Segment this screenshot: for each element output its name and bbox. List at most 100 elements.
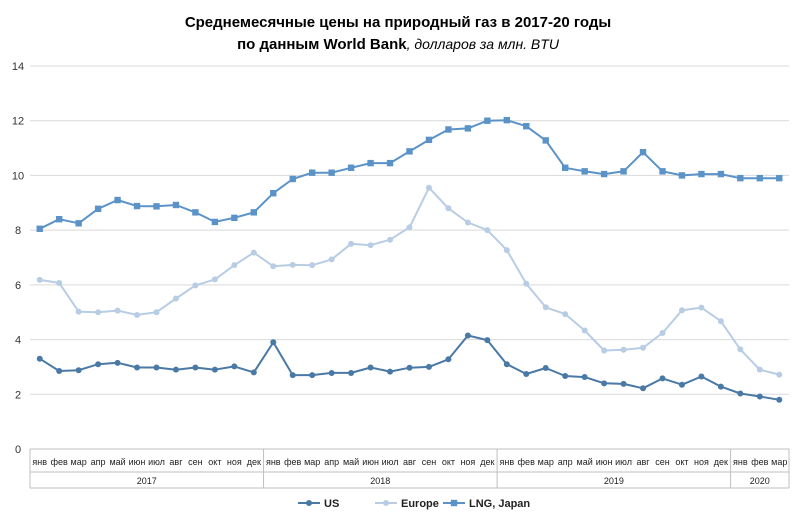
y-axis: 0 2 4 6 8 10 12 14	[12, 61, 24, 456]
data-point	[406, 224, 413, 231]
x-tick-label: май	[109, 457, 125, 467]
data-point	[562, 311, 569, 318]
data-point	[523, 371, 530, 378]
data-point	[328, 369, 335, 376]
data-point	[737, 346, 744, 353]
data-point	[270, 339, 277, 346]
x-tick-label: ноя	[694, 457, 709, 467]
data-point	[484, 337, 491, 344]
data-point	[211, 218, 219, 226]
data-point	[172, 201, 180, 209]
data-point	[542, 304, 549, 311]
x-axis: янв фев мар апр май июн июл авг сен окт ноя дек янв ф…	[29, 448, 790, 489]
data-point	[94, 205, 102, 213]
series	[36, 116, 783, 232]
legend-marker	[450, 499, 458, 507]
data-point	[231, 214, 238, 222]
chart-subtitle-source: по данным World Bank	[237, 36, 407, 53]
data-point	[289, 261, 296, 268]
data-point	[270, 190, 277, 197]
data-point	[153, 364, 160, 371]
legend-label: US	[324, 498, 339, 510]
data-point	[523, 280, 530, 287]
data-point	[601, 380, 608, 387]
y-tick-label: 2	[15, 389, 21, 401]
x-tick-label: окт	[675, 457, 688, 467]
data-point	[776, 396, 783, 403]
data-point	[562, 372, 569, 379]
data-point	[445, 126, 452, 133]
x-tick-label: окт	[442, 457, 455, 467]
data-point	[445, 356, 452, 363]
data-point	[348, 369, 355, 376]
data-point	[425, 363, 432, 370]
data-point	[153, 309, 160, 316]
x-tick-label: июн	[596, 457, 613, 467]
data-point	[75, 220, 82, 227]
data-point	[561, 164, 569, 171]
data-point	[250, 249, 257, 256]
x-tick-label: дек	[247, 457, 261, 467]
data-point	[717, 318, 724, 325]
data-point	[387, 236, 394, 243]
data-point	[172, 295, 179, 302]
data-point	[581, 327, 588, 334]
data-point	[425, 184, 432, 191]
data-point	[698, 373, 705, 380]
data-point	[464, 125, 472, 132]
x-tick-label: июн	[129, 457, 146, 467]
data-point	[737, 174, 744, 182]
data-point	[756, 393, 763, 400]
x-tick-label: окт	[208, 457, 221, 467]
data-point	[425, 136, 433, 144]
data-point	[231, 262, 238, 269]
data-point	[153, 203, 160, 210]
legend-marker	[306, 500, 312, 506]
x-tick-label: май	[343, 457, 359, 467]
legend-item: US	[298, 498, 339, 510]
data-point	[776, 174, 783, 182]
data-point	[114, 196, 121, 204]
data-point	[328, 256, 335, 263]
data-point	[503, 247, 510, 254]
year-label: 2018	[370, 476, 390, 486]
data-point	[75, 367, 82, 374]
data-point	[192, 282, 199, 289]
data-point	[406, 148, 413, 155]
data-point	[581, 374, 588, 381]
x-tick-label: фев	[284, 457, 301, 467]
x-tick-label: июл	[382, 457, 399, 467]
x-tick-label: май	[577, 457, 593, 467]
x-tick-label: янв	[32, 457, 47, 467]
data-point	[659, 375, 666, 382]
data-point	[231, 363, 238, 370]
x-tick-label: янв	[499, 457, 514, 467]
chart-subtitle-units: , долларов за млн. BTU	[407, 36, 560, 52]
y-tick-label: 0	[15, 444, 21, 456]
x-tick-label: мар	[71, 457, 87, 467]
x-tick-label: мар	[304, 457, 320, 467]
data-point	[95, 309, 102, 316]
data-point	[211, 276, 218, 283]
data-point	[134, 364, 141, 371]
data-point	[367, 159, 374, 167]
series	[36, 184, 783, 378]
x-tick-label: ноя	[227, 457, 242, 467]
x-tick-label: мар	[771, 457, 787, 467]
data-point	[542, 365, 549, 372]
data-point	[620, 168, 627, 175]
data-point	[348, 240, 355, 247]
data-point	[367, 364, 374, 371]
series	[36, 332, 783, 403]
legend-label: Europe	[401, 498, 439, 510]
data-point	[36, 355, 43, 362]
data-point	[445, 205, 452, 212]
gridlines	[30, 65, 789, 395]
data-point	[36, 276, 43, 283]
data-point	[678, 307, 685, 314]
data-point	[270, 263, 277, 270]
data-point	[717, 383, 724, 390]
data-point	[211, 366, 218, 373]
series-line	[39, 119, 780, 230]
